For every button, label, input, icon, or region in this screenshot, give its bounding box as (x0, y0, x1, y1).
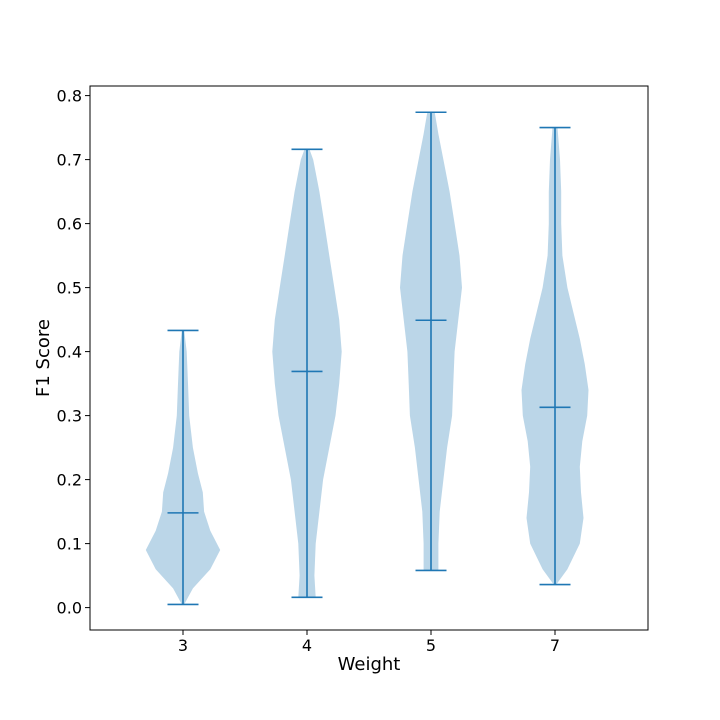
x-axis-label: Weight (338, 654, 401, 675)
x-tick-label: 7 (550, 636, 560, 655)
y-tick-label: 0.0 (57, 599, 82, 618)
y-tick-label: 0.7 (57, 151, 82, 170)
y-tick-label: 0.5 (57, 279, 82, 298)
y-tick-label: 0.2 (57, 471, 82, 490)
violin-4 (272, 148, 342, 599)
x-tick-label: 4 (302, 636, 312, 655)
y-tick-label: 0.3 (57, 407, 82, 426)
y-axis: 0.0 0.1 0.2 0.3 0.4 0.5 0.6 0.7 0.8 (57, 87, 90, 618)
y-axis-label: F1 Score (33, 319, 54, 397)
plot-frame (89, 85, 649, 631)
violin-3 (145, 329, 221, 606)
y-tick-label: 0.4 (57, 343, 82, 362)
y-tick-label: 0.1 (57, 535, 82, 554)
y-tick-label: 0.8 (57, 87, 82, 106)
violin-7 (521, 126, 589, 586)
violin-layer (145, 111, 589, 606)
x-tick-label: 5 (426, 636, 436, 655)
x-tick-label: 3 (178, 636, 188, 655)
y-tick-label: 0.6 (57, 215, 82, 234)
x-axis: 3 4 5 7 (178, 630, 560, 655)
violin-5 (400, 111, 462, 572)
